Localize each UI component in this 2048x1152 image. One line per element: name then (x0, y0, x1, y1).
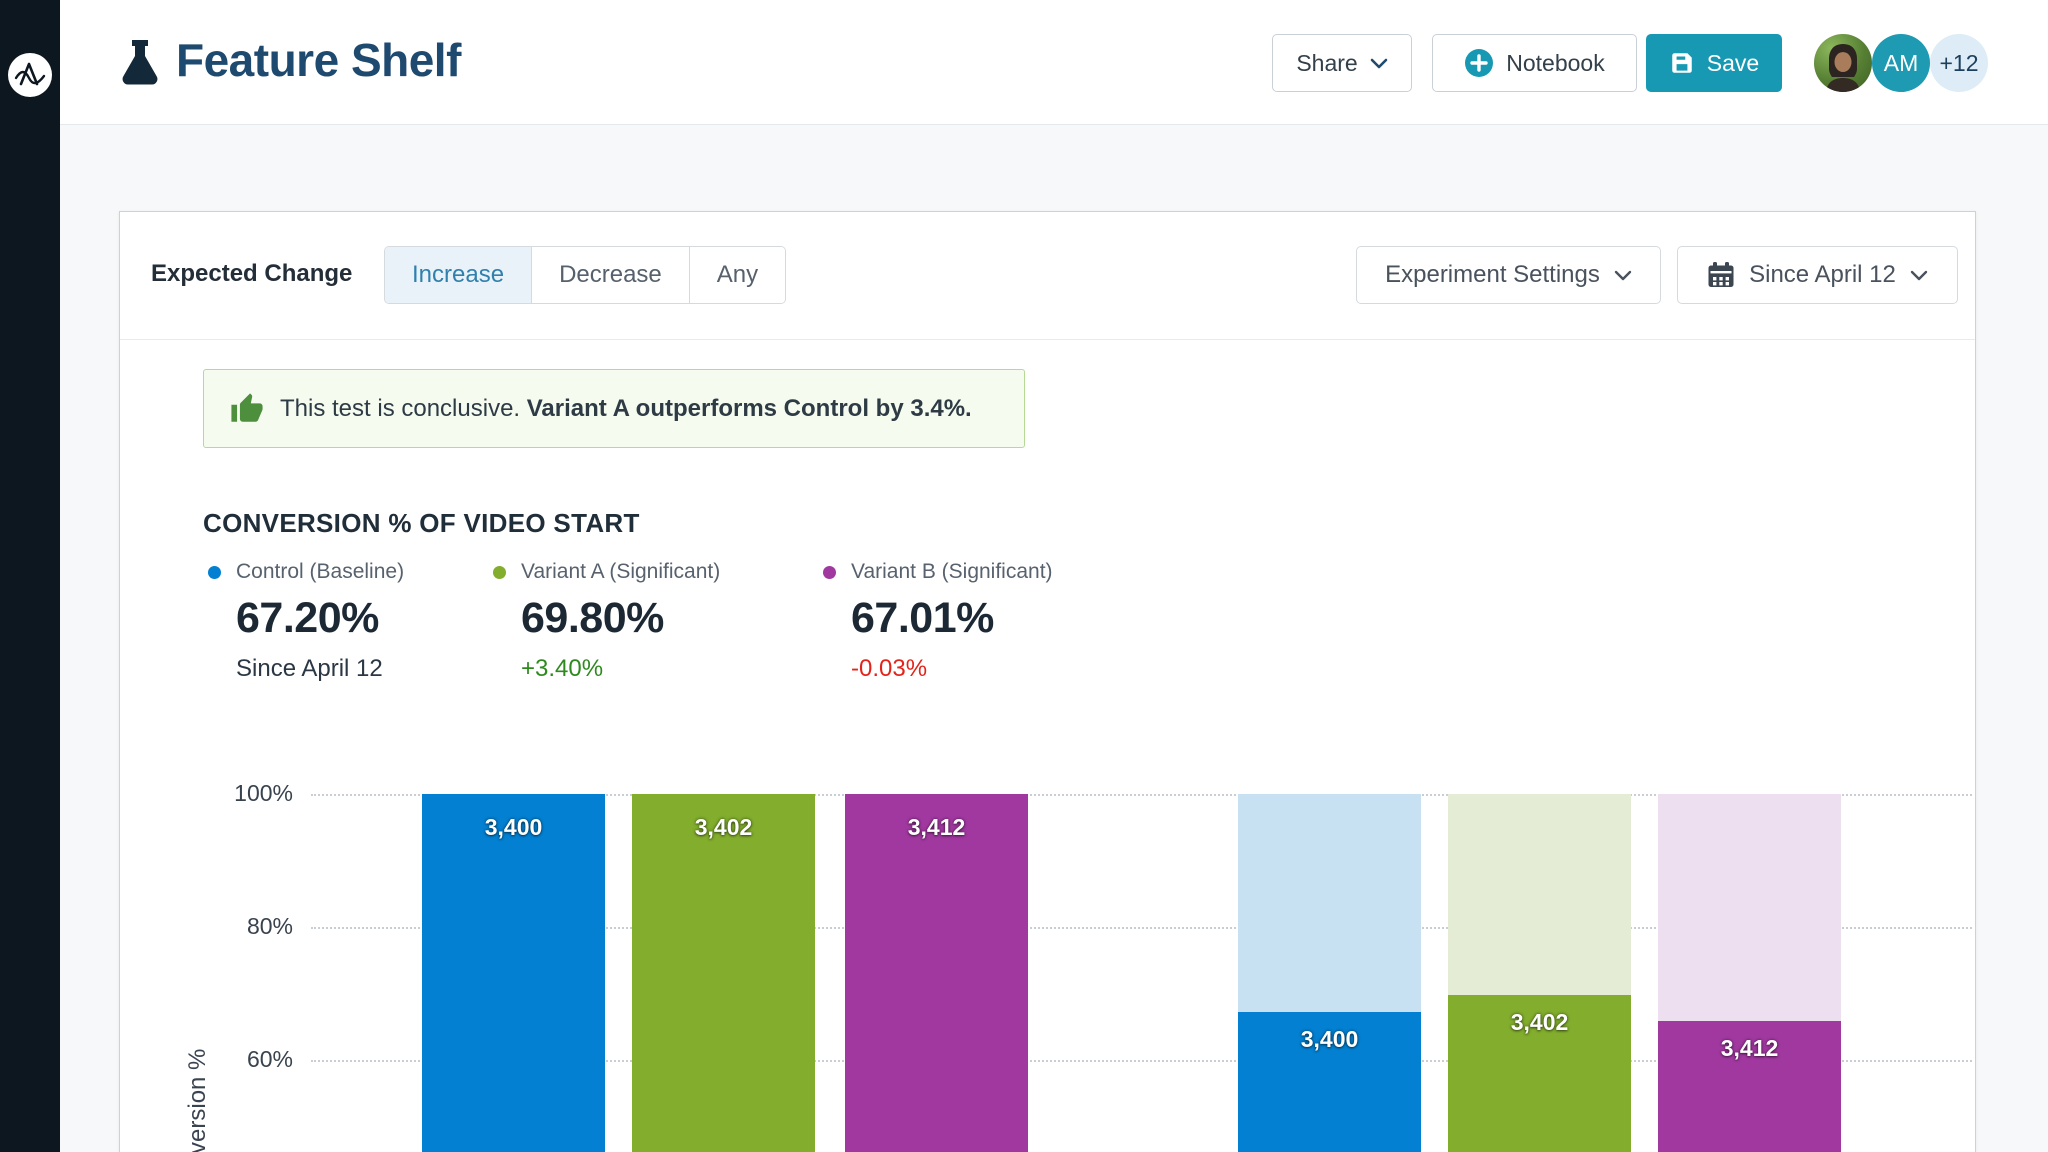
metric-value: 67.01% (851, 594, 994, 642)
legend-dot (823, 565, 836, 579)
expected-change-segmented-control: Increase Decrease Any (384, 246, 787, 304)
notebook-button-label: Notebook (1506, 49, 1605, 76)
bar-conversion: 3,400 (1238, 1012, 1421, 1152)
legend-label: Variant B (Significant) (851, 560, 1053, 583)
metric-value: 67.20% (236, 594, 379, 642)
chevron-down-icon (1614, 270, 1632, 280)
share-button-label: Share (1296, 49, 1358, 76)
banner-text-bold: Variant A outperforms Control by 3.4%. (526, 394, 972, 422)
y-tick-label: 100% (234, 780, 293, 806)
metric-delta: +3.40% (521, 655, 604, 682)
gridline-60% (311, 1060, 1972, 1062)
chart-title: CONVERSION % OF VIDEO START (203, 508, 640, 538)
save-button-label: Save (1706, 49, 1760, 76)
bar-video-starts: 3,400 (422, 794, 605, 1152)
flask-icon (122, 40, 158, 85)
date-range-button[interactable]: Since April 12 (1677, 246, 1958, 304)
segment-increase[interactable]: Increase (385, 247, 533, 303)
amplitude-logo[interactable] (8, 53, 52, 97)
segment-any[interactable]: Any (689, 247, 786, 303)
metric-delta: -0.03% (851, 655, 928, 682)
calendar-icon (1708, 262, 1734, 287)
banner-text-normal: This test is conclusive. (280, 394, 527, 422)
legend-row: Variant A (Significant) (493, 560, 823, 584)
metric-column: Variant A (Significant) 69.80% +3.40% (493, 560, 823, 683)
metric-column: Control (Baseline) 67.20% Since April 12 (208, 560, 493, 683)
gridline-80% (311, 927, 1972, 929)
avatar-overflow-count[interactable]: +12 (1930, 34, 1988, 92)
plus-circle-icon (1465, 49, 1494, 77)
bar-value-label: 3,400 (1300, 1026, 1359, 1053)
chevron-down-icon (1370, 58, 1387, 68)
date-range-label: Since April 12 (1749, 261, 1896, 288)
amplitude-logo-icon (14, 62, 46, 86)
conclusive-banner-text: This test is conclusive. Variant A outpe… (280, 395, 972, 423)
notebook-button[interactable]: Notebook (1432, 34, 1637, 92)
legend-label: Control (Baseline) (236, 560, 405, 583)
avatar-initials[interactable]: AM (1872, 34, 1930, 92)
bar-value-label: 3,412 (1720, 1034, 1779, 1061)
gridline-100% (311, 794, 1972, 796)
bar-value-label: 3,400 (484, 814, 543, 840)
thumbs-up-icon (231, 392, 263, 422)
experiment-card: Expected Change Increase Decrease Any Expe… (119, 211, 1976, 1152)
metric-column: Variant B (Significant) 67.01% -0.03% (823, 560, 1163, 683)
experiment-settings-label: Experiment Settings (1385, 261, 1600, 288)
y-tick-label: 60% (246, 1046, 293, 1072)
person-silhouette-icon (1826, 44, 1860, 92)
metric-delta: Since April 12 (236, 655, 383, 682)
save-icon (1672, 53, 1692, 73)
y-tick-label: 80% (246, 913, 293, 939)
bar-value-label: 3,412 (907, 814, 966, 840)
bar-video-starts: 3,412 (845, 794, 1028, 1152)
legend-label: Variant A (Significant) (521, 560, 721, 583)
expected-change-label: Expected Change (151, 260, 353, 287)
filter-divider (120, 339, 1975, 340)
bar-video-starts: 3,402 (632, 794, 815, 1152)
metric-value: 69.80% (521, 594, 664, 642)
page-header: Feature Shelf Share Notebook Save (60, 0, 2048, 125)
metrics-row: Control (Baseline) 67.20% Since April 12 Va… (208, 560, 1163, 683)
chevron-down-icon (1910, 270, 1928, 280)
bar-value-label: 3,402 (694, 814, 753, 840)
avatar-photo[interactable] (1814, 34, 1872, 92)
segment-decrease[interactable]: Decrease (532, 247, 690, 303)
share-button[interactable]: Share (1272, 34, 1412, 92)
bar-conversion: 3,402 (1448, 994, 1631, 1152)
left-nav-rail (0, 0, 60, 1152)
save-button[interactable]: Save (1646, 34, 1782, 92)
legend-dot (493, 565, 506, 579)
conclusive-banner: This test is conclusive. Variant A outpe… (203, 369, 1025, 448)
bar-conversion: 3,412 (1658, 1020, 1841, 1152)
legend-row: Control (Baseline) (208, 560, 493, 584)
legend-row: Variant B (Significant) (823, 560, 1163, 584)
legend-dot (208, 565, 221, 579)
page-title: Feature Shelf (176, 34, 461, 86)
experiment-settings-button[interactable]: Experiment Settings (1356, 246, 1661, 304)
bar-value-label: 3,402 (1510, 1008, 1569, 1035)
